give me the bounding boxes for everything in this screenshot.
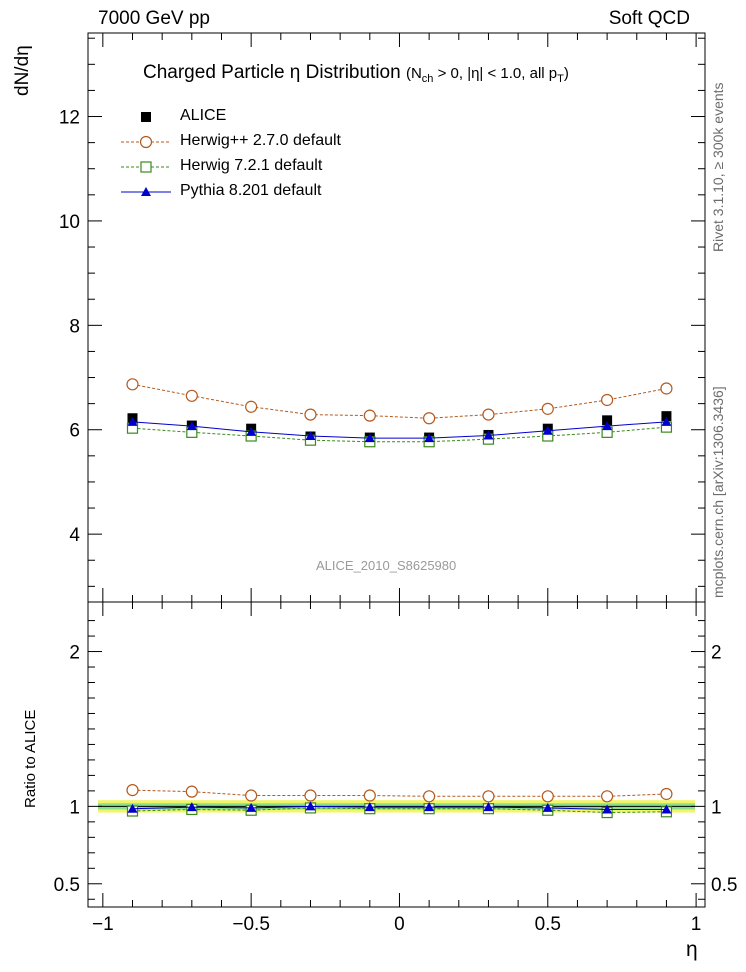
main-herwig-2-7-0-default-point [541,402,554,415]
main-pythia-8-201-default-point [364,433,375,443]
main-herwig-2-7-0-default-point [304,408,317,421]
ratio-pythia-8-201-default-point [661,804,672,814]
legend-marker [141,112,151,122]
ratio-herwig-2-7-0-default-point [423,790,436,803]
legend-item-label: ALICE [180,107,227,124]
main-herwig-2-7-0-default-point [660,382,673,395]
x-tick-label: 1 [691,914,702,935]
legend-item-label: Herwig++ 2.7.0 default [180,132,341,149]
main-herwig-2-7-0-default-point [185,389,198,402]
main-pythia-8-201-default-point [602,421,613,431]
ratio-y-tick-label: 0.5 [54,875,80,896]
ratio-pythia-8-201-default-point [483,802,494,812]
x-tick-label: −1 [92,914,114,935]
bottom-ylabel: Ratio to ALICE [22,709,39,808]
legend-item-label: Herwig 7.2.1 default [180,157,323,174]
ratio-herwig-2-7-0-default-line [132,789,667,797]
ratio-y-tick-label-right: 0.5 [711,875,737,896]
ratio-herwig-2-7-0-default-point [126,784,139,797]
x-tick-label: 0.5 [535,914,561,935]
ratio-herwig-2-7-0-default-point [363,789,376,802]
main-herwig-2-7-0-default-point [423,412,436,425]
ratio-herwig-2-7-0-default-point [601,790,614,803]
ratio-y-tick-label-right: 2 [711,643,722,664]
rivet-label: Rivet 3.1.10, ≥ 300k events [710,82,726,252]
ratio-pythia-8-201-default-point [186,802,197,812]
chart-title: Charged Particle η Distribution (Nch > 0… [143,62,569,85]
main-pythia-8-201-default-point [483,430,494,440]
main-pythia-8-201-default-point [186,421,197,431]
mcplots-label: mcplots.cern.ch [arXiv:1306.3436] [710,386,726,598]
x-tick-label: 0 [394,914,405,935]
ratio-pythia-8-201-default-point [127,803,138,813]
main-herwig-7-2-1-default-line [132,426,667,443]
ratio-y-tick-label: 2 [69,643,80,664]
main-herwig-2-7-0-default-point [363,409,376,422]
ratio-pythia-8-201-default-point [602,804,613,814]
main-herwig-2-7-0-default-point [601,393,614,407]
ratio-herwig-2-7-0-default-point [304,789,317,802]
ratio-y-tick-label-right: 1 [711,797,722,818]
ratio-y-tick-label: 1 [69,797,80,818]
ratio-frame [87,601,706,908]
y-tick-label: 12 [59,108,80,129]
x-tick-label: −0.5 [232,914,270,935]
y-tick-label: 10 [59,212,80,233]
main-pythia-8-201-default-point [424,433,435,443]
ratio-pythia-8-201-default-point [424,802,435,812]
header-right: Soft QCD [608,8,690,29]
ratio-herwig-2-7-0-default-point [245,789,258,802]
main-herwig-2-7-0-default-point [482,408,495,421]
ratio-herwig-2-7-0-default-point [541,790,554,803]
ratio-pythia-8-201-default-point [246,802,257,812]
ratio-herwig-2-7-0-default-point [660,787,673,801]
ratio-herwig-2-7-0-default-point [482,790,495,803]
chart-title-main: Charged Particle η Distribution [143,62,401,83]
y-tick-label: 6 [69,421,80,442]
y-tick-label: 4 [69,525,80,546]
ratio-pythia-8-201-default-line [132,805,667,810]
ratio-herwig-2-7-0-default-point [185,785,198,798]
analysis-watermark: ALICE_2010_S8625980 [316,558,457,573]
main-pythia-8-201-default-point [246,426,257,436]
y-tick-label: 8 [69,316,80,337]
ratio-pythia-8-201-default-point [542,802,553,812]
main-pythia-8-201-default-point [661,416,672,426]
ratio-pythia-8-201-default-point [305,801,316,811]
ratio-herwig-7-2-1-default-line [132,807,667,814]
main-alice-point [661,411,672,422]
legend-marker [141,187,151,196]
main-pythia-8-201-default-line [132,421,667,439]
main-herwig-2-7-0-default-line [132,383,667,419]
main-pythia-8-201-default-point [542,425,553,435]
legend-marker [139,135,153,149]
header-left: 7000 GeV pp [98,8,210,29]
main-herwig-2-7-0-default-point [245,400,258,413]
top-ylabel: dN/dη [12,45,33,96]
legend-item-label: Pythia 8.201 default [180,182,322,199]
main-pythia-8-201-default-point [127,416,138,426]
chart-title-condition: (Nch > 0, |η| < 1.0, all pT) [405,65,569,85]
legend-marker [140,161,152,173]
ratio-pythia-8-201-default-point [364,802,375,812]
main-herwig-2-7-0-default-point [126,378,139,391]
main-alice-point [602,415,613,426]
main-pythia-8-201-default-point [305,430,316,440]
xlabel: η [686,938,698,961]
